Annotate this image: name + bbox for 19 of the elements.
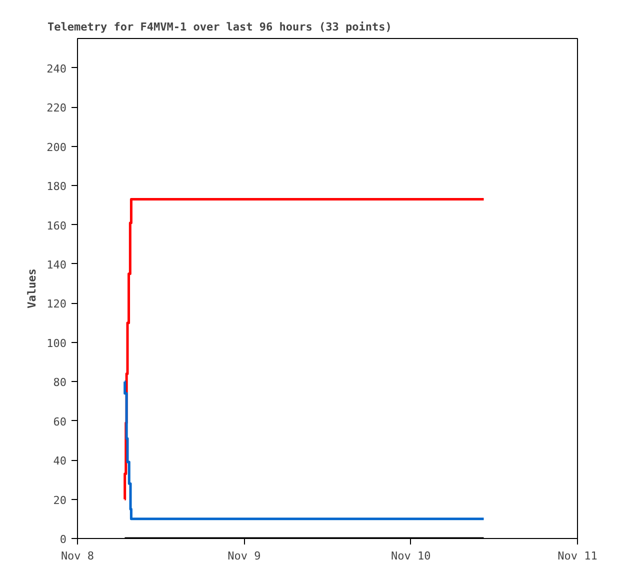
x-tick-label: Nov 9	[228, 550, 261, 562]
y-tick-label: 20	[53, 494, 67, 507]
y-axis-title: Values	[26, 268, 39, 308]
y-tick-label: 140	[46, 258, 67, 272]
y-tick-label: 160	[46, 219, 67, 232]
x-tick-label: Nov 10	[390, 550, 431, 562]
y-tick-label: 200	[46, 140, 67, 154]
chart-title: Telemetry for F4MVM-1 over last 96 hours (33 points)	[48, 20, 392, 34]
y-tick-label: 0	[60, 533, 66, 546]
y-tick-label: 240	[46, 62, 67, 76]
y-tick-label: 60	[53, 415, 67, 428]
y-tick-label: 220	[46, 102, 67, 115]
y-tick-label: 80	[53, 376, 67, 390]
x-tick-label: Nov 11	[558, 550, 598, 562]
y-tick-label: 40	[53, 454, 67, 468]
y-tick-label: 100	[46, 336, 67, 350]
y-tick-label: 180	[46, 180, 67, 194]
y-tick-label: 120	[46, 298, 67, 311]
x-tick-label: Nov 8	[60, 550, 94, 562]
